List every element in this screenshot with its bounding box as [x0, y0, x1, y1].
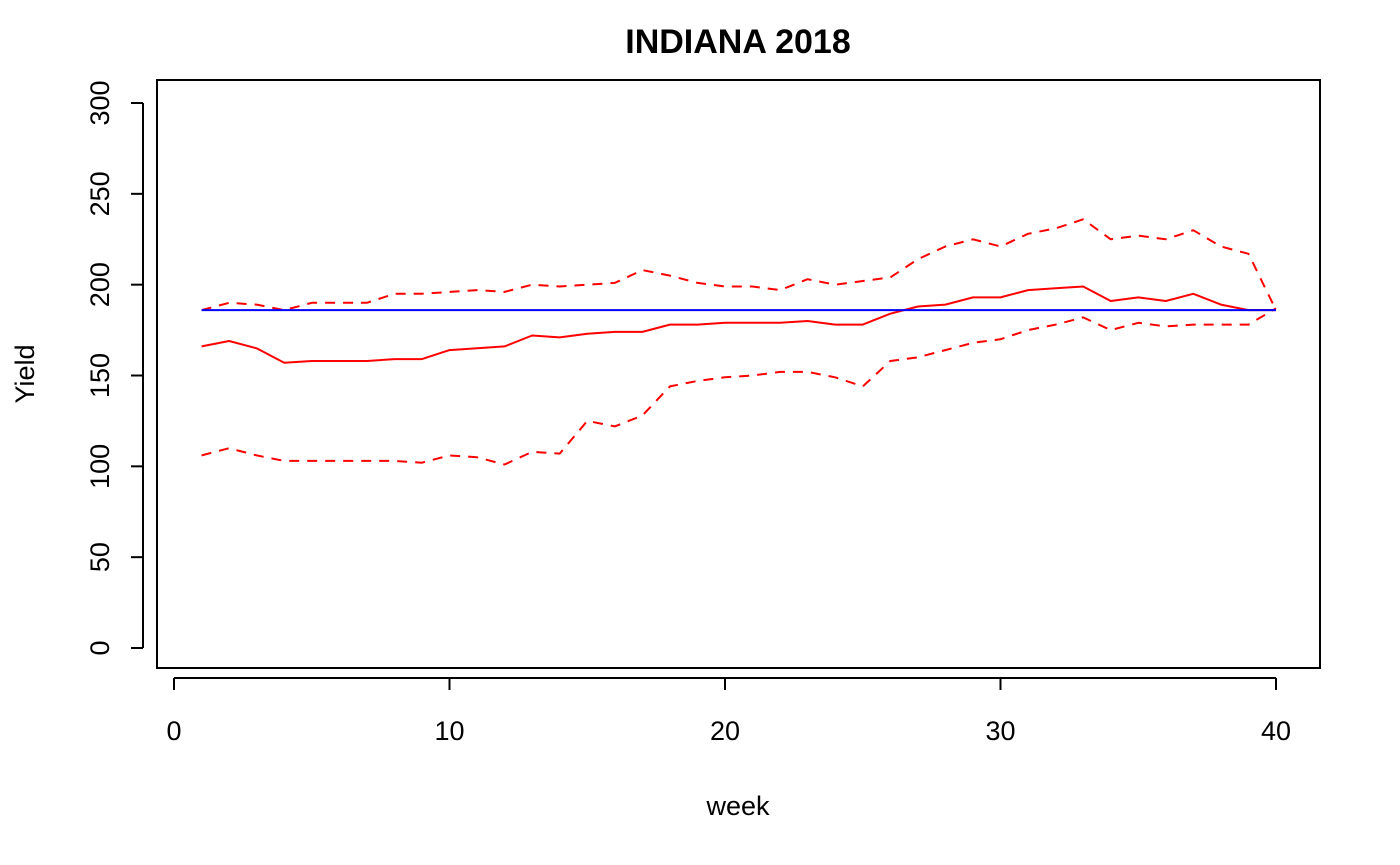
- y-tick-label: 250: [85, 171, 115, 216]
- plot-frame: [156, 79, 1321, 669]
- x-tick-label: 0: [166, 716, 181, 746]
- y-axis: 0 50 100 150 200 250 300: [85, 80, 144, 656]
- series-layer: [201, 218, 1277, 466]
- y-axis-label: Yield: [10, 344, 40, 403]
- y-tick-label: 150: [85, 353, 115, 398]
- y-tick-label: 50: [85, 542, 115, 572]
- x-tick-label: 40: [1261, 716, 1291, 746]
- y-tick-label: 300: [85, 80, 115, 125]
- x-tick-label: 30: [985, 716, 1015, 746]
- series-line-1: [201, 285, 1276, 364]
- y-tick-label: 200: [85, 262, 115, 307]
- y-tick-label: 100: [85, 444, 115, 489]
- x-axis-label: week: [705, 791, 770, 821]
- x-tick-label: 10: [434, 716, 464, 746]
- x-axis: 0 10 20 30 40: [166, 677, 1291, 746]
- chart-title: INDIANA 2018: [625, 23, 850, 61]
- y-tick-label: 0: [85, 640, 115, 655]
- x-tick-label: 20: [710, 716, 740, 746]
- series-line-2: [201, 218, 1277, 312]
- series-line-3: [201, 307, 1277, 466]
